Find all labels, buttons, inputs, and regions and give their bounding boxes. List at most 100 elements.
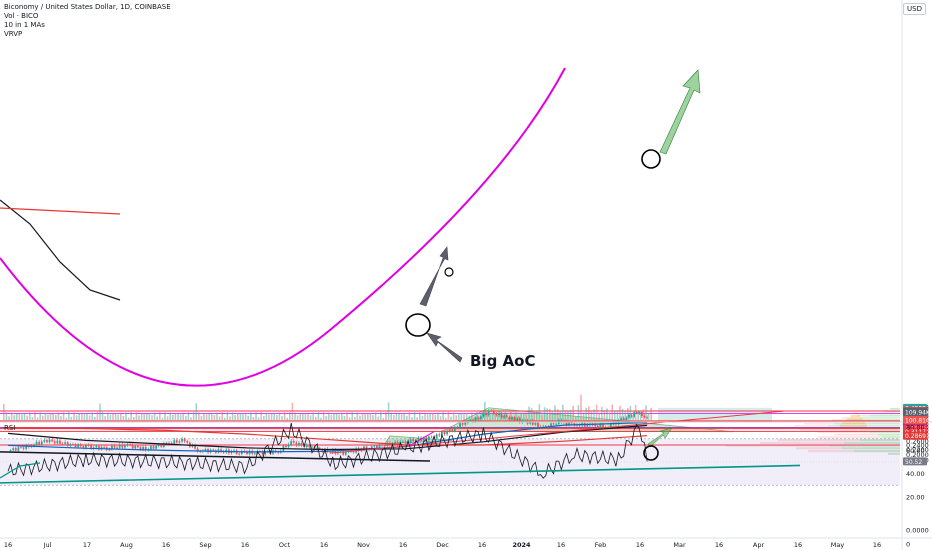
- candle-body: [264, 451, 267, 455]
- volume-bar: [434, 414, 437, 420]
- candle-body: [292, 440, 295, 443]
- volume-profile-down-bar: [800, 429, 860, 431]
- candle-body: [139, 447, 142, 450]
- currency-button[interactable]: USD: [903, 3, 926, 15]
- volume-profile-up-bar: [882, 436, 900, 439]
- candle-body: [321, 449, 324, 452]
- candle-body: [456, 427, 459, 429]
- volume-bar: [491, 413, 494, 420]
- price-tag-bg: [903, 431, 927, 440]
- volume-bar: [416, 417, 418, 420]
- candle-body: [59, 440, 61, 444]
- candle-body: [108, 449, 111, 451]
- candle-body: [560, 420, 563, 423]
- price-axis-tick: 0.2600: [906, 437, 929, 445]
- volume-bar: [445, 417, 447, 420]
- volume-bar: [580, 394, 582, 420]
- volume-bar: [13, 415, 15, 420]
- volume-bar: [198, 412, 200, 420]
- volume-bar: [598, 413, 600, 420]
- volume-profile-down-bar: [842, 417, 860, 419]
- candle-body: [204, 448, 207, 451]
- volume-bar: [348, 417, 351, 420]
- candle-body: [175, 440, 178, 443]
- volume-bar: [268, 414, 270, 420]
- volume-bar: [465, 412, 468, 420]
- candle-body: [131, 444, 134, 449]
- volume-bar: [507, 417, 509, 420]
- volume-bar: [645, 405, 647, 420]
- volume-bar: [567, 410, 569, 420]
- candle-body: [386, 442, 389, 447]
- candle-body: [492, 410, 495, 414]
- candle-body: [440, 432, 443, 436]
- volume-bar: [42, 415, 44, 420]
- volume-bar: [73, 412, 75, 420]
- volume-bar: [432, 413, 434, 420]
- candle-body: [69, 444, 72, 446]
- volume-bar: [44, 412, 47, 420]
- candle-body: [505, 415, 508, 417]
- volume-bar: [29, 412, 31, 420]
- volume-bar: [554, 405, 556, 420]
- volume-bar: [140, 412, 143, 420]
- volume-bar: [99, 403, 101, 420]
- time-axis-tick: Oct: [279, 541, 291, 549]
- volume-bar: [367, 413, 369, 420]
- aoc-circle: [405, 313, 431, 337]
- volume-profile-up-bar: [844, 441, 900, 444]
- volume-bar: [114, 413, 117, 420]
- volume-bar: [231, 412, 234, 420]
- volume-bar: [57, 412, 60, 420]
- volume-bar: [135, 412, 138, 420]
- candle-body: [591, 424, 594, 426]
- volume-bar: [481, 412, 483, 420]
- annotation-arrow: [426, 332, 463, 363]
- volume-bar: [497, 414, 499, 420]
- volume-profile-up-bar: [848, 419, 900, 421]
- volume-bar: [81, 413, 83, 420]
- candle-body: [396, 441, 399, 445]
- candle-body: [521, 420, 524, 423]
- candle-body: [103, 446, 106, 448]
- volume-bar: [530, 407, 533, 420]
- volume-bar: [109, 414, 112, 420]
- candle-body: [643, 415, 646, 418]
- volume-bar: [263, 415, 265, 420]
- volume-bar: [333, 413, 335, 420]
- candle-body: [25, 444, 28, 449]
- candle-body: [469, 419, 472, 421]
- volume-bar: [499, 412, 502, 420]
- candle-body: [409, 439, 412, 444]
- volume-profile-up-bar: [860, 417, 900, 419]
- volume-bar: [325, 416, 327, 420]
- candle-body: [381, 444, 384, 446]
- candle-body: [38, 441, 41, 445]
- volume-bar: [18, 413, 21, 420]
- volume-profile-up-bar: [870, 414, 900, 417]
- volume-bar: [307, 413, 309, 420]
- volume-bar: [458, 413, 460, 420]
- rsi-circle: [643, 445, 659, 461]
- time-axis-tick: Dec: [436, 541, 449, 549]
- candle-body: [630, 414, 633, 417]
- volume-bar: [543, 407, 546, 420]
- candle-body: [157, 444, 160, 447]
- volume-profile-up-bar: [860, 438, 900, 442]
- volume-bar: [320, 417, 322, 420]
- moving-average-line: [0, 199, 121, 301]
- volume-bar: [203, 412, 205, 420]
- candle-body: [72, 444, 74, 445]
- small-circle: [444, 267, 454, 277]
- volume-bar: [294, 412, 296, 420]
- rsi-target-arrow: [647, 427, 673, 448]
- volume-bar: [8, 416, 10, 420]
- volume-bar: [562, 404, 564, 420]
- candle-body: [628, 414, 630, 418]
- volume-profile-down-bar: [726, 444, 830, 447]
- volume-bar: [647, 413, 650, 420]
- volume-bar: [595, 404, 598, 420]
- candle-body: [22, 447, 25, 449]
- volume-bar: [335, 413, 338, 420]
- volume-bar: [312, 412, 314, 420]
